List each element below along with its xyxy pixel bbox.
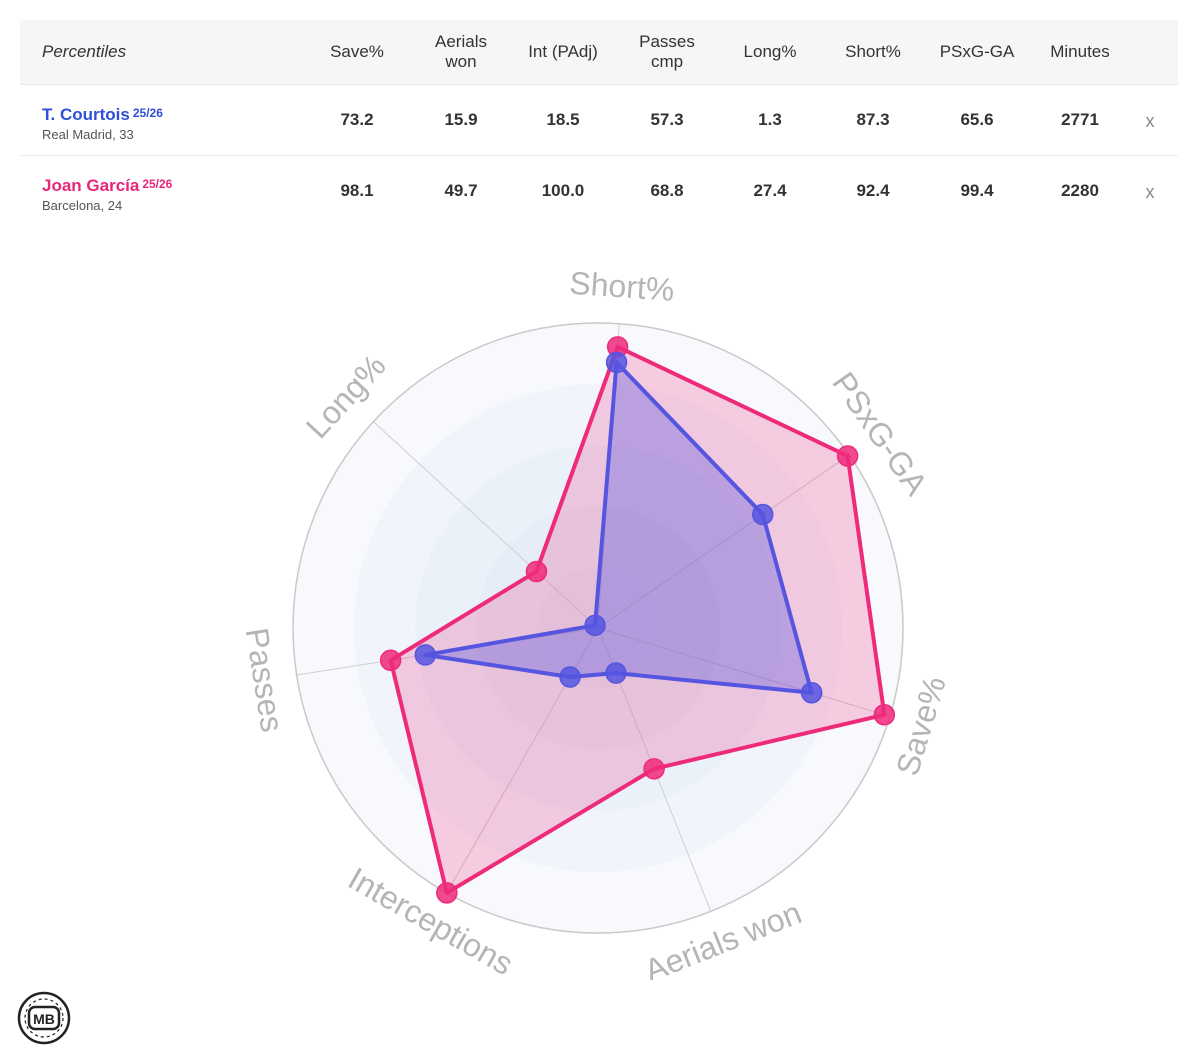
cell-short: 87.3 xyxy=(856,110,890,129)
cell-save: 98.1 xyxy=(340,181,374,200)
cell-short: 92.4 xyxy=(856,181,890,200)
cell-save: 73.2 xyxy=(340,110,374,129)
radar-point xyxy=(414,644,437,666)
column-header-passes: Passes cmp xyxy=(639,32,695,71)
radar-spoke xyxy=(373,421,599,629)
column-header-short: Short% xyxy=(845,42,901,61)
radar-point xyxy=(751,503,774,526)
cell-int: 18.5 xyxy=(546,110,580,129)
percentiles-table: Percentiles Save% Aerials won Int (PAdj) … xyxy=(20,20,1178,226)
cell-int: 100.0 xyxy=(541,181,585,200)
radar-series-area xyxy=(423,360,814,695)
column-header-minutes: Minutes xyxy=(1050,42,1110,61)
logo-text: MB xyxy=(33,1011,55,1027)
column-header-aerials: Aerials won xyxy=(435,32,487,71)
radar-axis-label: Short% xyxy=(568,265,675,308)
player-name[interactable]: T. Courtois 25/26 xyxy=(42,105,163,124)
cell-passes: 68.8 xyxy=(650,181,684,200)
table-row: T. Courtois 25/26 Real Madrid, 33 73.2 15… xyxy=(20,85,1178,156)
column-header-save: Save% xyxy=(330,42,384,61)
player-club-age: Real Madrid, 33 xyxy=(42,127,134,142)
column-header-int: Int (PAdj) xyxy=(528,42,598,61)
player-club-age: Barcelona, 24 xyxy=(42,198,123,213)
season-label: 25/26 xyxy=(142,177,173,191)
radar-axis-label: Save% xyxy=(889,672,953,779)
radar-point xyxy=(836,445,859,467)
radar-axis-label: Passes xyxy=(239,625,291,734)
radar-outer-ring xyxy=(292,322,904,934)
radar-point xyxy=(873,704,896,726)
remove-player-button[interactable]: x xyxy=(1145,182,1155,202)
remove-player-button[interactable]: x xyxy=(1145,111,1155,131)
cell-aerials: 15.9 xyxy=(444,110,478,129)
radar-point xyxy=(605,351,628,374)
cell-psxg: 65.6 xyxy=(960,110,994,129)
radar-point xyxy=(643,758,665,780)
cell-long: 27.4 xyxy=(753,181,787,200)
cell-aerials: 49.7 xyxy=(444,181,478,200)
radar-point xyxy=(525,560,548,583)
radar-point xyxy=(559,666,581,688)
cell-passes: 57.3 xyxy=(650,110,684,129)
radar-spoke xyxy=(597,454,850,629)
season-label: 25/26 xyxy=(132,106,163,120)
cell-minutes: 2280 xyxy=(1061,181,1099,200)
radar-point xyxy=(605,662,627,684)
player-name[interactable]: Joan García 25/26 xyxy=(42,176,173,195)
cell-minutes: 2771 xyxy=(1061,110,1099,129)
radar-spoke xyxy=(597,627,891,717)
radar-point xyxy=(436,882,458,904)
mb-logo-icon: MB xyxy=(17,991,71,1045)
table-header: Percentiles Save% Aerials won Int (PAdj) … xyxy=(20,20,1178,85)
table-row: Joan García 25/26 Barcelona, 24 98.1 49.7… xyxy=(20,156,1178,226)
header-title: Percentiles xyxy=(42,42,127,61)
radar-series-area xyxy=(388,344,887,895)
radar-point xyxy=(800,681,823,704)
cell-long: 1.3 xyxy=(758,110,782,129)
cell-psxg: 99.4 xyxy=(960,181,994,200)
column-header-psxg: PSxG-GA xyxy=(939,42,1015,61)
radar-point xyxy=(584,614,606,637)
column-header-long: Long% xyxy=(743,42,797,61)
radar-point xyxy=(379,649,402,672)
